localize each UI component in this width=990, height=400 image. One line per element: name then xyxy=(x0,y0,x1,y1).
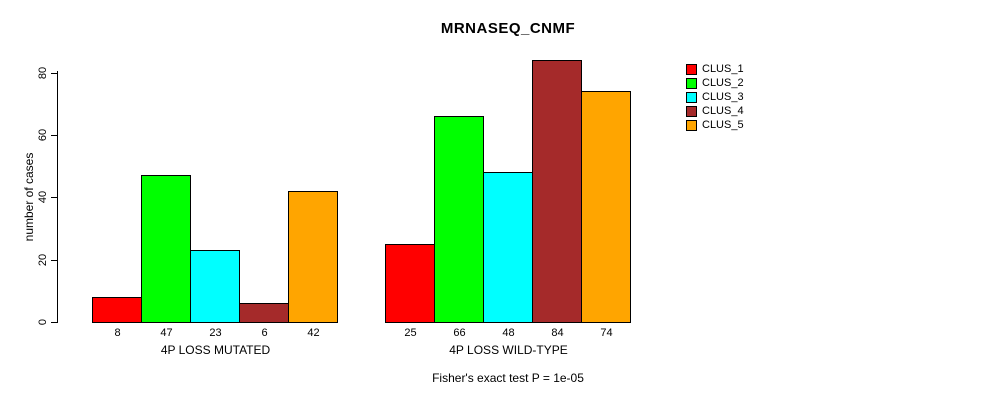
bar-value-clus_2-4p-loss-mutated: 47 xyxy=(160,327,173,339)
y-tick-label-40: 40 xyxy=(37,190,49,204)
clus_3-swatch xyxy=(686,91,697,103)
legend-item-clus_1: CLUS_1 xyxy=(686,62,744,76)
group-label-4p-loss-mutated: 4P LOSS MUTATED xyxy=(160,343,271,357)
legend-item-clus_3: CLUS_3 xyxy=(686,90,744,104)
bar-value-clus_5-4p-loss-mutated: 42 xyxy=(307,327,320,339)
y-tick-label-80: 80 xyxy=(37,66,49,80)
y-tick-label-60: 60 xyxy=(37,128,49,142)
clus_4-swatch xyxy=(686,105,697,117)
bar-clus_1-4p-loss-mutated xyxy=(92,297,142,323)
bar-clus_4-4p-loss-wild-type xyxy=(532,60,582,323)
bar-clus_5-4p-loss-mutated xyxy=(288,191,338,323)
bar-value-clus_5-4p-loss-wild-type: 74 xyxy=(600,327,613,339)
y-tick-80 xyxy=(51,73,58,74)
bar-value-clus_4-4p-loss-mutated: 6 xyxy=(261,327,268,339)
bar-value-clus_1-4p-loss-mutated: 8 xyxy=(114,327,121,339)
y-axis-title: number of cases xyxy=(22,152,36,242)
clus_2-swatch xyxy=(686,77,697,89)
y-tick-60 xyxy=(51,135,58,136)
legend-label-clus_3: CLUS_3 xyxy=(702,91,744,103)
y-tick-20 xyxy=(51,260,58,261)
bar-clus_3-4p-loss-wild-type xyxy=(483,172,533,323)
y-tick-0 xyxy=(51,322,58,323)
legend-label-clus_4: CLUS_4 xyxy=(702,105,744,117)
bar-clus_5-4p-loss-wild-type xyxy=(581,91,631,323)
bar-value-clus_2-4p-loss-wild-type: 66 xyxy=(453,327,466,339)
legend: CLUS_1 CLUS_2 CLUS_3 CLUS_4 CLUS_5 xyxy=(686,62,744,132)
legend-item-clus_5: CLUS_5 xyxy=(686,118,744,132)
y-tick-label-20: 20 xyxy=(37,253,49,267)
y-tick-40 xyxy=(51,197,58,198)
legend-label-clus_1: CLUS_1 xyxy=(702,63,744,75)
chart-title: MRNASEQ_CNMF xyxy=(440,20,576,37)
group-label-4p-loss-wild-type: 4P LOSS WILD-TYPE xyxy=(449,343,568,357)
bar-clus_4-4p-loss-mutated xyxy=(239,303,289,323)
bar-value-clus_3-4p-loss-mutated: 23 xyxy=(209,327,222,339)
legend-label-clus_5: CLUS_5 xyxy=(702,119,744,131)
bar-clus_3-4p-loss-mutated xyxy=(190,250,240,323)
bar-clus_2-4p-loss-mutated xyxy=(141,175,191,323)
bar-value-clus_3-4p-loss-wild-type: 48 xyxy=(502,327,515,339)
y-tick-label-0: 0 xyxy=(37,318,49,326)
caption: Fisher's exact test P = 1e-05 xyxy=(432,371,584,385)
clus_1-swatch xyxy=(686,63,697,75)
legend-item-clus_4: CLUS_4 xyxy=(686,104,744,118)
bar-clus_1-4p-loss-wild-type xyxy=(385,244,435,323)
bar-value-clus_4-4p-loss-wild-type: 84 xyxy=(551,327,564,339)
clus_5-swatch xyxy=(686,119,697,131)
bar-value-clus_1-4p-loss-wild-type: 25 xyxy=(404,327,417,339)
legend-item-clus_2: CLUS_2 xyxy=(686,76,744,90)
legend-label-clus_2: CLUS_2 xyxy=(702,77,744,89)
bar-clus_2-4p-loss-wild-type xyxy=(434,116,484,323)
